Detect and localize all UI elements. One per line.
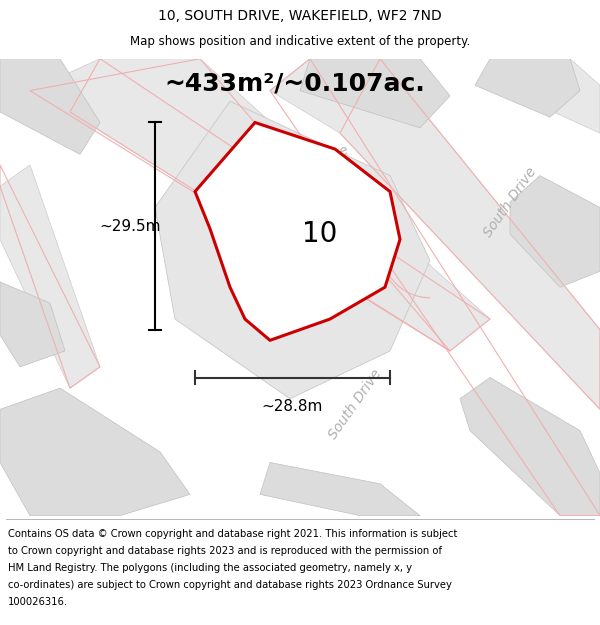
Polygon shape: [0, 282, 65, 367]
Polygon shape: [155, 101, 430, 399]
Polygon shape: [460, 378, 600, 516]
Text: ~28.8m: ~28.8m: [262, 399, 323, 414]
Polygon shape: [475, 59, 580, 117]
Polygon shape: [0, 165, 100, 388]
Polygon shape: [300, 59, 450, 127]
Text: Roger Drive: Roger Drive: [269, 143, 351, 187]
Text: South Drive: South Drive: [326, 367, 384, 441]
Text: Contains OS data © Crown copyright and database right 2021. This information is : Contains OS data © Crown copyright and d…: [8, 529, 457, 539]
Text: ~29.5m: ~29.5m: [99, 219, 161, 234]
Text: to Crown copyright and database rights 2023 and is reproduced with the permissio: to Crown copyright and database rights 2…: [8, 546, 442, 556]
Polygon shape: [195, 122, 400, 340]
Text: ~433m²/~0.107ac.: ~433m²/~0.107ac.: [164, 71, 425, 95]
Text: co-ordinates) are subject to Crown copyright and database rights 2023 Ordnance S: co-ordinates) are subject to Crown copyr…: [8, 579, 452, 589]
Text: 100026316.: 100026316.: [8, 596, 68, 606]
Polygon shape: [270, 59, 600, 409]
Text: HM Land Registry. The polygons (including the associated geometry, namely x, y: HM Land Registry. The polygons (includin…: [8, 562, 412, 572]
Text: 10, SOUTH DRIVE, WAKEFIELD, WF2 7ND: 10, SOUTH DRIVE, WAKEFIELD, WF2 7ND: [158, 9, 442, 23]
Polygon shape: [510, 176, 600, 287]
Polygon shape: [500, 59, 600, 133]
Polygon shape: [260, 462, 420, 516]
Polygon shape: [0, 59, 100, 154]
Text: 10: 10: [302, 220, 338, 248]
Text: Map shows position and indicative extent of the property.: Map shows position and indicative extent…: [130, 35, 470, 48]
Polygon shape: [0, 388, 190, 516]
Text: South Drive: South Drive: [481, 165, 539, 239]
Polygon shape: [30, 59, 490, 351]
